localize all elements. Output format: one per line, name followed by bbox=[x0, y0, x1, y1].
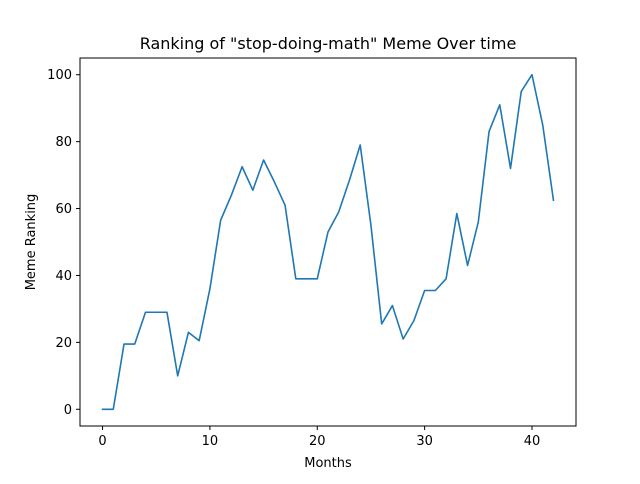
plot-area: 0 10 20 30 40 0 20 40 60 80 100 bbox=[47, 57, 577, 449]
x-tick-label: 10 bbox=[202, 434, 219, 449]
x-axis-label: Months bbox=[304, 456, 352, 471]
y-tick-label: 100 bbox=[47, 68, 72, 83]
y-tick-label: 60 bbox=[55, 202, 72, 217]
x-axis-ticks: 0 10 20 30 40 bbox=[98, 426, 540, 449]
y-tick-label: 20 bbox=[55, 336, 72, 351]
x-tick-label: 30 bbox=[416, 434, 433, 449]
x-tick-label: 20 bbox=[309, 434, 326, 449]
y-axis-label: Meme Ranking bbox=[24, 194, 39, 291]
y-tick-label: 40 bbox=[55, 269, 72, 284]
y-tick-label: 80 bbox=[55, 135, 72, 150]
x-tick-label: 40 bbox=[524, 434, 541, 449]
series-line bbox=[101, 73, 555, 411]
x-tick-label: 0 bbox=[98, 434, 106, 449]
y-tick-label: 0 bbox=[64, 403, 72, 418]
chart-title: Ranking of "stop-doing-math" Meme Over t… bbox=[140, 34, 517, 53]
y-axis-ticks: 0 20 40 60 80 100 bbox=[47, 68, 80, 418]
